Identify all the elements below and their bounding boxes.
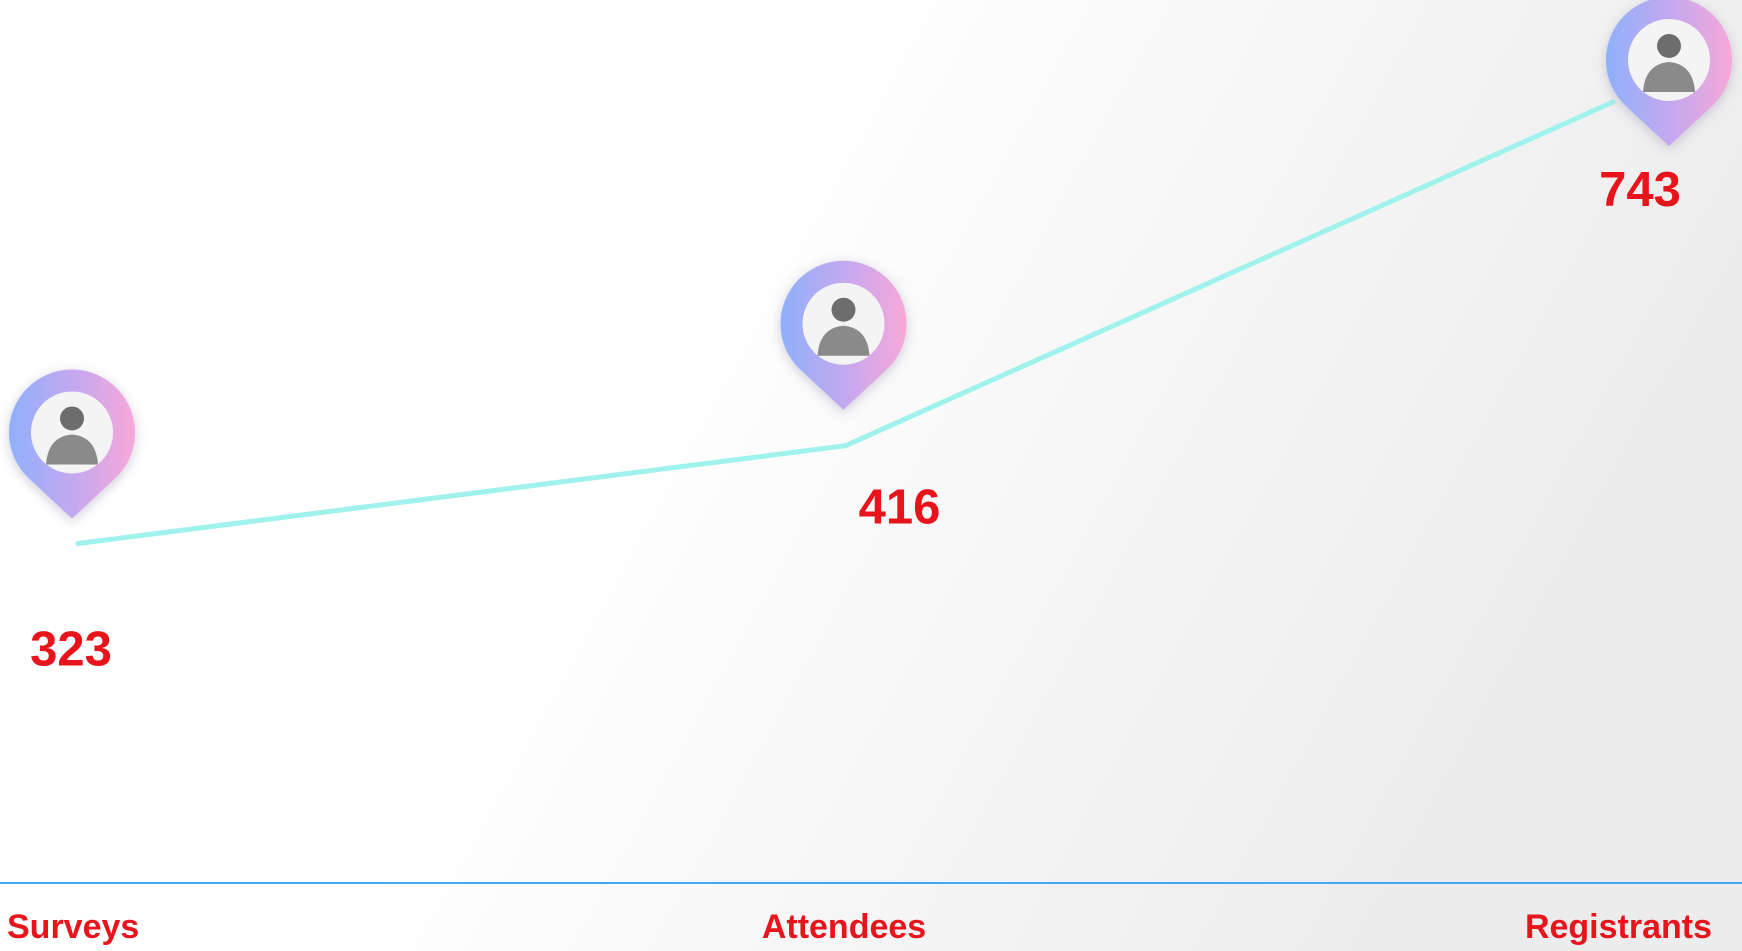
avatar-body — [817, 325, 870, 356]
value-label: 416 — [859, 481, 941, 535]
value-label: 323 — [30, 622, 112, 676]
pin-marker — [1606, 0, 1732, 146]
category-label: Registrants — [1525, 908, 1712, 946]
avatar-body — [46, 434, 98, 465]
avatar-head — [1657, 33, 1681, 58]
avatar-head — [60, 406, 84, 431]
category-label: Surveys — [7, 908, 139, 946]
line — [75, 99, 1616, 546]
pin-marker — [9, 369, 136, 519]
value-label: 743 — [1599, 163, 1681, 217]
avatar-body — [1643, 61, 1695, 92]
pin-marker — [780, 260, 907, 410]
avatar-head — [831, 297, 856, 322]
category-label: Attendees — [762, 908, 926, 946]
